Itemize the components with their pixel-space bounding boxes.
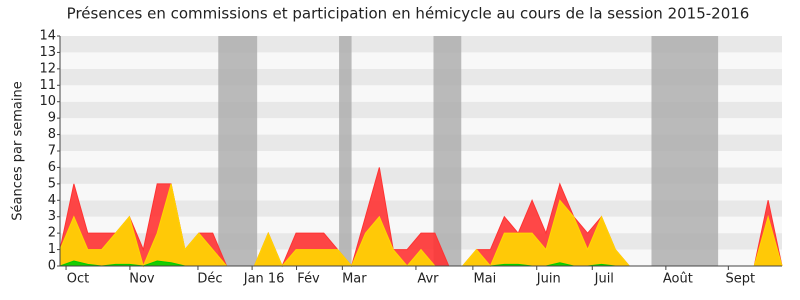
chart-title: Présences en commissions et participatio…: [67, 5, 750, 23]
x-tick-label: Juil: [594, 272, 614, 287]
x-tick-label: Juin: [536, 272, 561, 287]
x-tick-label: Nov: [129, 272, 155, 287]
y-tick-label: 2: [48, 226, 56, 241]
x-tick-label: Avr: [417, 272, 439, 287]
y-tick-label: 1: [48, 242, 56, 257]
shaded-range: [433, 36, 462, 266]
y-tick-label: 11: [39, 78, 56, 93]
y-tick-label: 0: [48, 259, 56, 274]
y-tick-label: 3: [48, 209, 56, 224]
x-tick-label: Mar: [342, 272, 367, 287]
x-tick-label: Août: [663, 272, 693, 287]
shaded-range: [218, 36, 258, 266]
y-tick-label: 9: [48, 111, 56, 126]
y-tick-label: 10: [39, 94, 56, 109]
y-tick-label: 12: [39, 61, 56, 76]
y-tick-label: 14: [39, 29, 56, 44]
shaded-range: [339, 36, 352, 266]
x-tick-label: Fév: [297, 272, 320, 287]
y-tick-label: 4: [48, 193, 56, 208]
x-tick-label: Mai: [473, 272, 496, 287]
x-tick-label: Déc: [197, 272, 222, 287]
y-tick-label: 5: [48, 176, 56, 191]
y-axis-label: Séances par semaine: [11, 81, 26, 220]
x-tick-label: Sept: [726, 272, 756, 287]
x-tick-label: Oct: [67, 272, 89, 287]
y-tick-label: 13: [39, 45, 56, 60]
y-tick-label: 8: [48, 127, 56, 142]
area-fill: [60, 183, 782, 266]
y-tick-label: 7: [48, 144, 56, 159]
x-tick-label: Jan 16: [243, 272, 285, 287]
shaded-range: [651, 36, 719, 266]
y-tick-label: 6: [48, 160, 56, 175]
